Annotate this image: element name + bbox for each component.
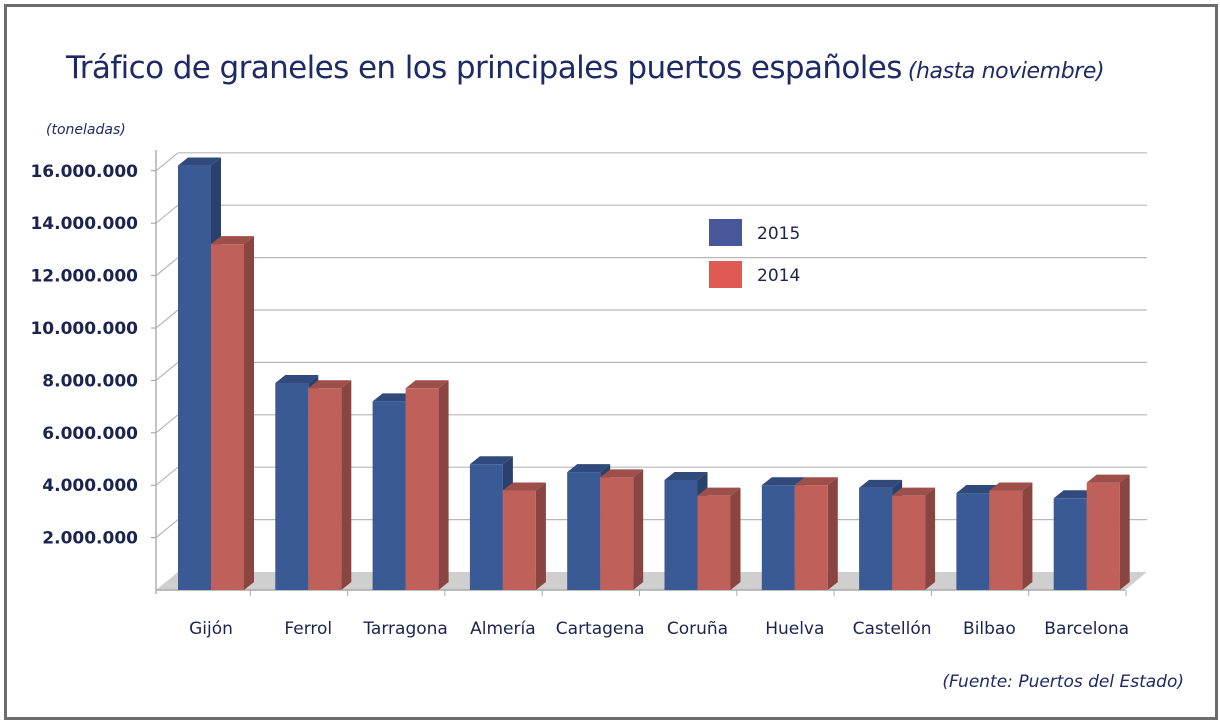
- bar-front: [567, 472, 601, 590]
- x-tick-label: Castellón: [853, 619, 932, 639]
- bar-front: [275, 383, 309, 590]
- bar-top: [761, 477, 805, 486]
- legend-swatch-2014: [709, 261, 742, 288]
- x-tick-label: Barcelona: [1044, 619, 1129, 639]
- bar-2014-Bilbao: [989, 482, 1033, 590]
- y-tick-label: 10.000.000: [30, 319, 138, 339]
- x-tick-label: Cartagena: [556, 619, 645, 639]
- y-tick-label: 14.000.000: [30, 214, 138, 234]
- gridline-side-1: [155, 466, 179, 486]
- bar-2014-Castellón: [892, 487, 936, 590]
- gridline-side-3: [155, 361, 179, 381]
- bar-side: [925, 487, 936, 590]
- bar-top: [989, 482, 1033, 491]
- bar-2014-Barcelona: [1086, 474, 1130, 590]
- gridline-side-4: [155, 309, 179, 329]
- bar-side: [438, 380, 449, 590]
- y-tick-label: 2.000.000: [42, 529, 138, 549]
- x-tick-label: Huelva: [765, 619, 824, 639]
- bar-top: [372, 393, 416, 402]
- bar-front: [697, 495, 731, 590]
- x-tick-label: Almería: [470, 619, 536, 639]
- gridline-side-7: [155, 152, 179, 172]
- x-tick-label: Tarragona: [362, 619, 447, 639]
- bar-top: [275, 375, 319, 384]
- bar-2014-Ferrol: [308, 380, 352, 590]
- bar-2014-Huelva: [794, 477, 838, 590]
- bar-side: [341, 380, 352, 590]
- gridline-side-5: [155, 257, 179, 277]
- bar-front: [1053, 498, 1087, 590]
- bar-top: [567, 464, 611, 473]
- x-tick-label: Gijón: [189, 619, 233, 639]
- bar-top: [1053, 490, 1097, 499]
- bar-2014-Gijón: [211, 236, 254, 590]
- chart-title-main: Tráfico de graneles en los principales p…: [66, 50, 902, 86]
- bar-top: [892, 487, 936, 496]
- bar-front: [308, 388, 342, 590]
- bar-front: [892, 495, 926, 590]
- bar-top: [794, 477, 838, 486]
- y-tick-label: 16.000.000: [30, 162, 138, 182]
- bar-top: [469, 456, 513, 465]
- bar-side: [827, 477, 838, 590]
- bar-front: [469, 464, 503, 590]
- chart-subtitle: (hasta noviembre): [907, 59, 1105, 84]
- y-tick-label: 12.000.000: [30, 267, 138, 287]
- y-tick-label: 6.000.000: [42, 424, 138, 444]
- bar-front: [794, 485, 828, 590]
- gridline-side-2: [155, 414, 179, 434]
- x-tick-label: Coruña: [667, 619, 728, 639]
- bar-top: [600, 469, 644, 478]
- bar-side: [535, 482, 546, 590]
- bar-side: [1022, 482, 1033, 590]
- gridline-side-6: [155, 204, 179, 224]
- bar-2014-Cartagena: [600, 469, 644, 590]
- bar-front: [761, 485, 795, 590]
- bar-2014-Almería: [502, 482, 546, 590]
- bar-top: [308, 380, 352, 389]
- bar-front: [1086, 482, 1120, 590]
- bar-front: [664, 479, 698, 590]
- bar-side: [730, 487, 741, 590]
- bar-side: [244, 236, 254, 590]
- bar-front: [600, 477, 634, 590]
- bar-front: [989, 490, 1023, 590]
- bar-front: [502, 490, 536, 590]
- bar-top: [502, 482, 546, 491]
- legend-swatch-2015: [709, 219, 742, 246]
- bar-top: [1086, 474, 1130, 483]
- bar-front: [211, 244, 244, 590]
- bar-top: [956, 485, 1000, 494]
- x-tick-label: Ferrol: [284, 619, 332, 639]
- bar-2014-Coruña: [697, 487, 741, 590]
- y-tick-label: 8.000.000: [42, 371, 138, 391]
- bar-side: [633, 469, 644, 590]
- bar-front: [372, 401, 406, 590]
- y-axis-unit-label: (toneladas): [46, 122, 126, 138]
- chart-title: Tráfico de graneles en los principales p…: [66, 50, 1105, 86]
- source-note: (Fuente: Puertos del Estado): [942, 672, 1184, 692]
- bar-2014-Tarragona: [405, 380, 449, 590]
- legend-label-2015: 2015: [757, 224, 800, 244]
- bar-top: [859, 479, 903, 488]
- bar-top: [178, 157, 221, 166]
- y-tick-label: 4.000.000: [42, 476, 138, 496]
- gridline-side-0: [155, 519, 179, 539]
- bar-top: [664, 471, 708, 480]
- bar-front: [859, 487, 893, 590]
- bar-top: [697, 487, 741, 496]
- bar-front: [178, 165, 211, 590]
- bar-top: [405, 380, 449, 389]
- bar-front: [405, 388, 439, 590]
- bar-top: [211, 236, 254, 245]
- legend-label-2014: 2014: [757, 266, 800, 286]
- x-tick-label: Bilbao: [963, 619, 1016, 639]
- bar-side: [1119, 474, 1130, 590]
- bar-front: [956, 493, 990, 590]
